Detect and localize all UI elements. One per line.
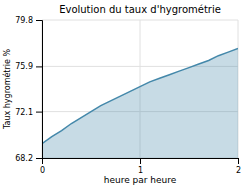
y-axis-title: Taux hygrométrie % xyxy=(2,49,12,131)
y-axis: 68.2 72.1 75.9 79.8 xyxy=(15,16,42,163)
tick: 79.8 xyxy=(15,16,42,25)
x-axis-title: heure par heure xyxy=(104,175,177,185)
area xyxy=(42,49,238,158)
tick-mark xyxy=(238,158,239,164)
tick-mark xyxy=(36,20,42,21)
tick: 0 xyxy=(40,158,45,175)
tick-label: 79.8 xyxy=(15,16,33,25)
chart: 0 1 2 68.2 72.1 75.9 79.8 Evolution du taux d'h… xyxy=(0,0,250,188)
line xyxy=(42,49,238,144)
tick-label: 0 xyxy=(40,166,45,175)
x-axis: 0 1 2 xyxy=(40,158,241,175)
tick: 68.2 xyxy=(15,154,42,163)
axis-line xyxy=(43,159,239,165)
tick-label: 1 xyxy=(138,166,143,175)
title: Evolution du taux d'hygrométrie xyxy=(59,4,221,15)
tick: 75.9 xyxy=(15,62,42,71)
tick: 72.1 xyxy=(15,108,42,117)
tick-label: 75.9 xyxy=(15,62,33,71)
tick-mark xyxy=(140,158,141,164)
tick: 2 xyxy=(236,158,241,175)
tick-mark xyxy=(36,66,42,67)
tick-label: 2 xyxy=(236,166,241,175)
axis-line xyxy=(36,21,43,159)
marks xyxy=(42,49,238,158)
tick-label: 72.1 xyxy=(15,108,33,117)
tick-mark xyxy=(36,112,42,113)
tick: 1 xyxy=(138,158,143,175)
plot: 0 1 2 68.2 72.1 75.9 79.8 xyxy=(15,16,241,175)
tick-label: 68.2 xyxy=(15,154,33,163)
grid xyxy=(42,20,238,158)
tick-mark xyxy=(36,158,42,159)
